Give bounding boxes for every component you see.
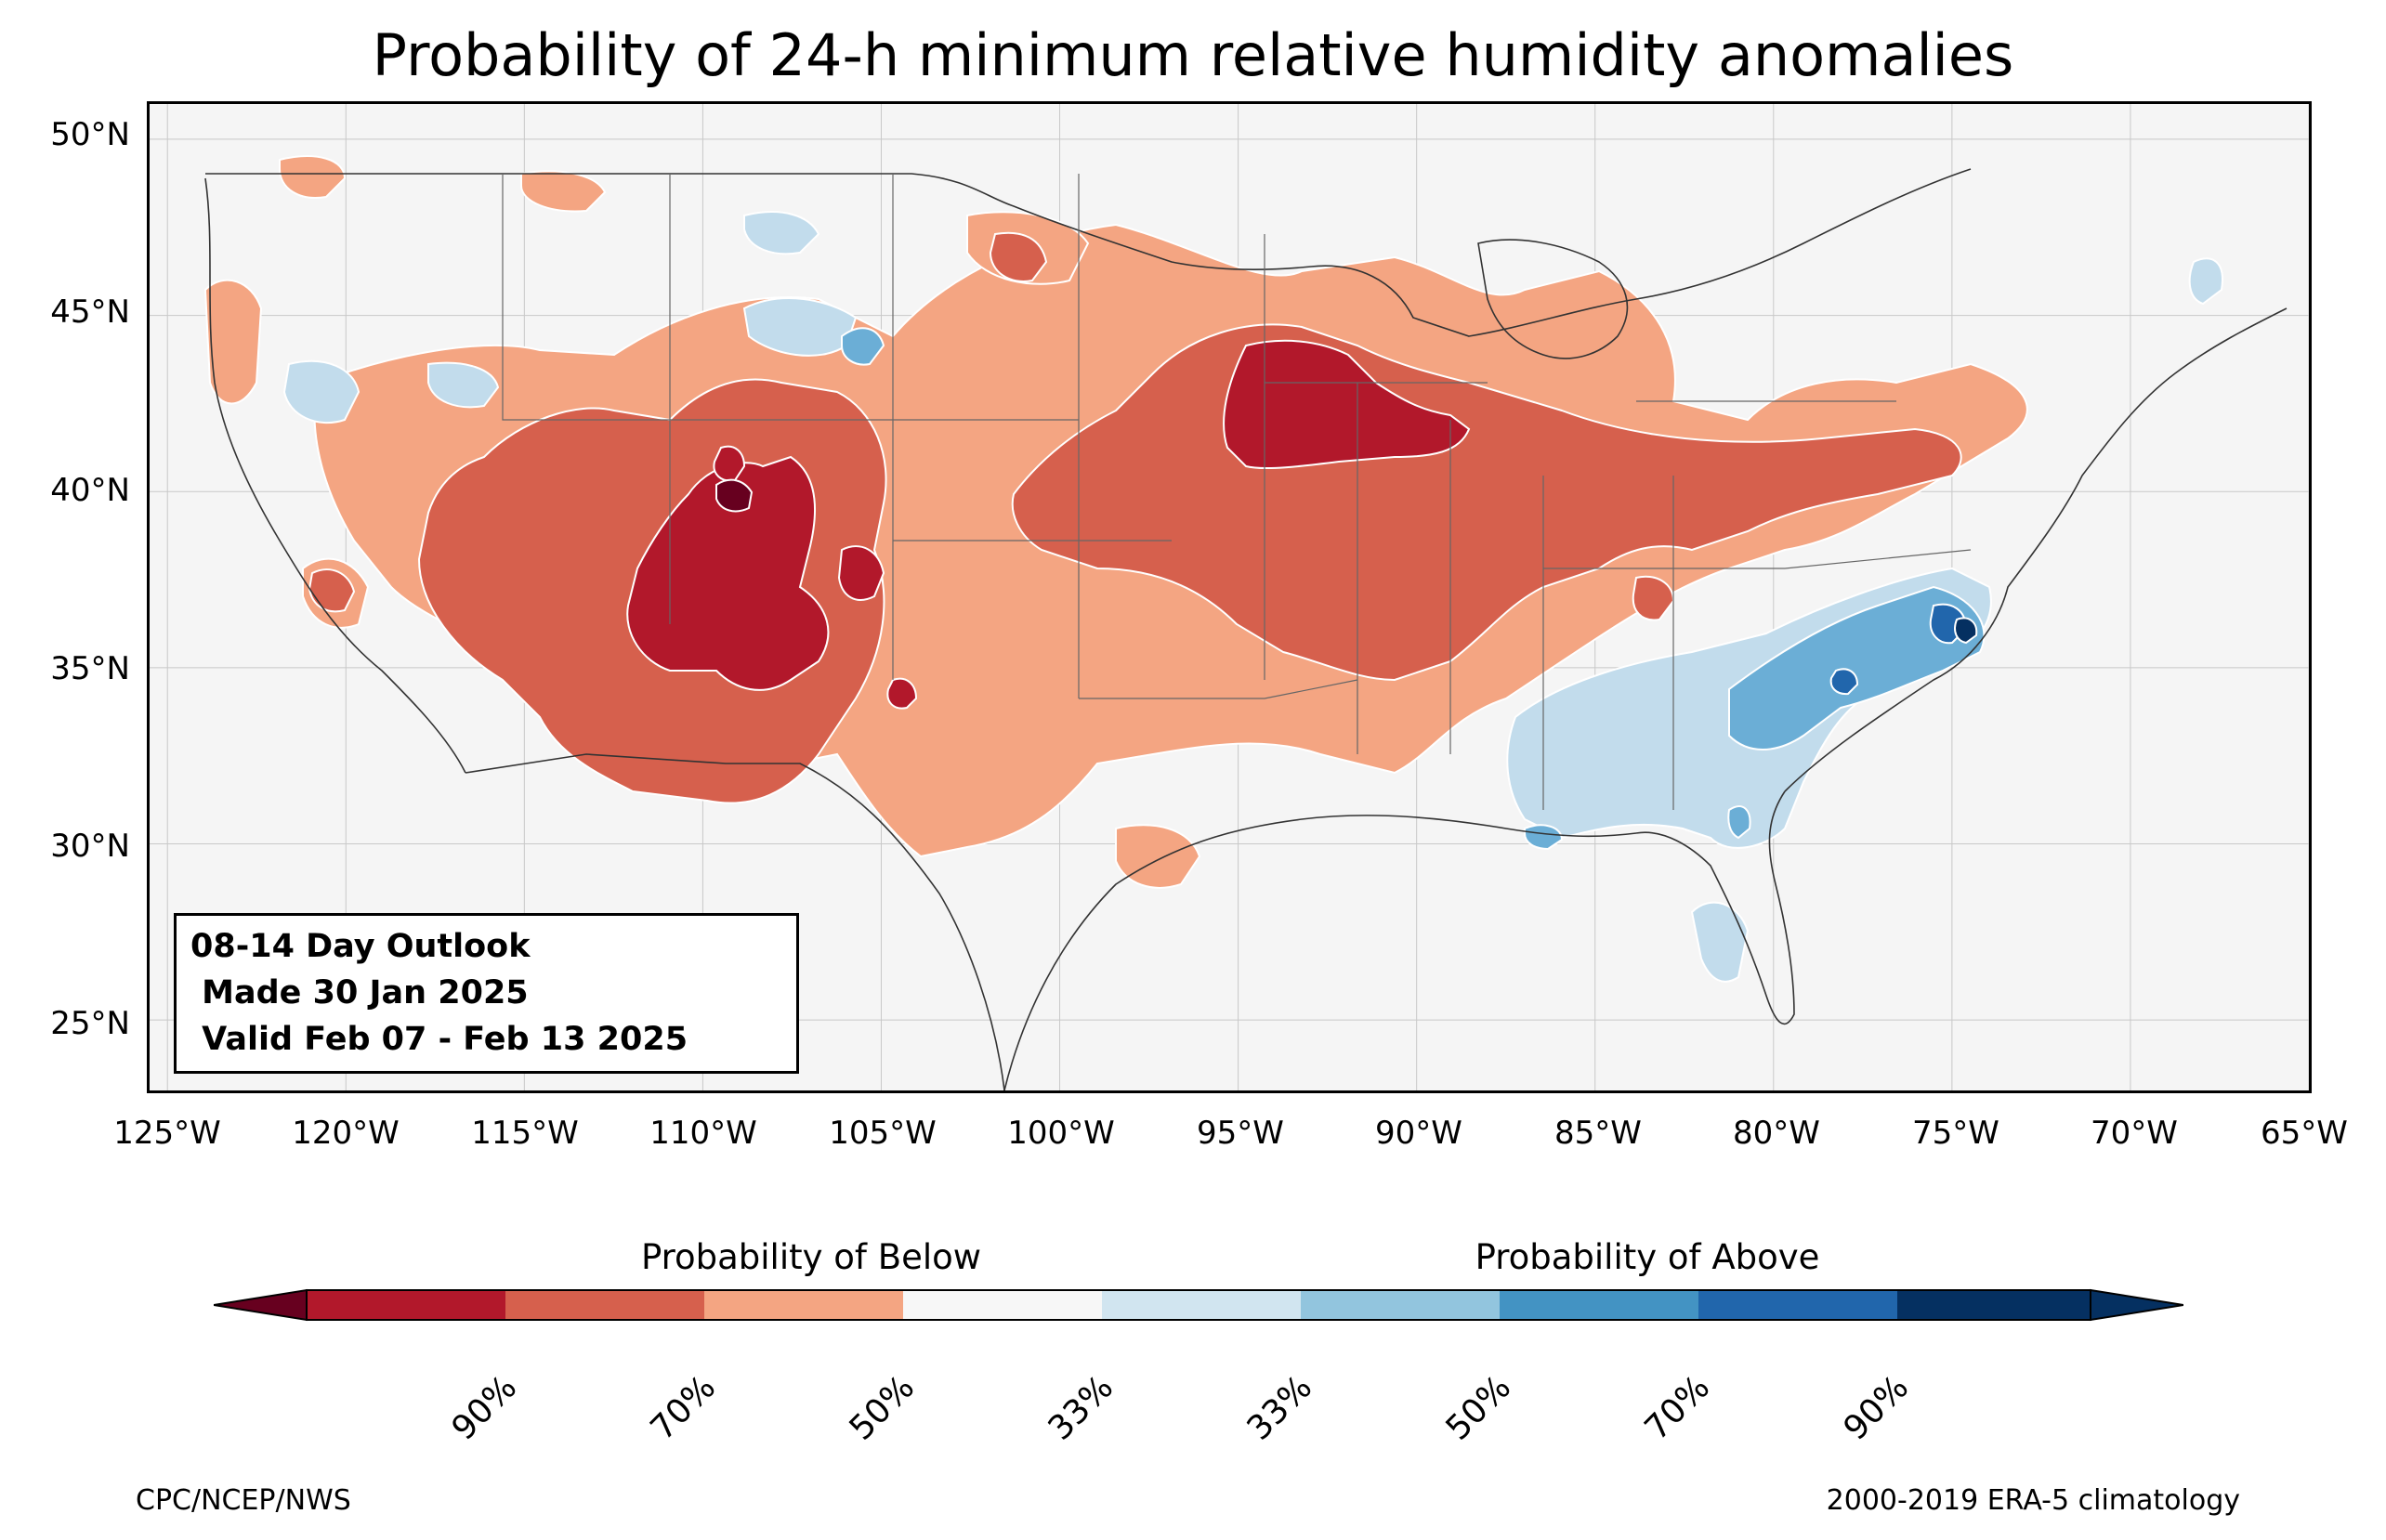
lon-label-100: 100°W <box>1007 1115 1115 1152</box>
lon-label-125: 125°W <box>113 1115 221 1152</box>
lon-label-75: 75°W <box>1912 1115 1999 1152</box>
east-coast-line <box>1784 307 2288 792</box>
below-70-four-corners <box>626 455 830 691</box>
above-90-regions <box>1954 617 1978 645</box>
lat-label-45: 45°N <box>50 294 130 331</box>
below-33-texas-coast <box>1115 824 1201 889</box>
map-canvas <box>150 104 2309 1090</box>
above-33-florida <box>1690 901 1750 983</box>
above-50-carolinas <box>1728 585 1986 750</box>
below-33-north-top <box>520 170 607 213</box>
colorbar-bin-below-90 <box>307 1290 505 1320</box>
lon-label-95: 95°W <box>1197 1115 1284 1152</box>
below-33-nw-patch <box>203 279 263 405</box>
above-90-nc-coast <box>1954 617 1978 645</box>
lat-label-35: 35°N <box>50 650 130 687</box>
below-70-nm-patch <box>886 677 918 710</box>
footer-source: CPC/NCEP/NWS <box>136 1484 351 1517</box>
lon-label-65: 65°W <box>2261 1115 2348 1152</box>
florida-line <box>1635 790 1795 1025</box>
colorbar-bin-below-50 <box>704 1290 903 1320</box>
colorbar-above-heading: Probability of Above <box>1475 1237 1820 1277</box>
lon-label-120: 120°W <box>292 1115 400 1152</box>
lon-label-90: 90°W <box>1375 1115 1462 1152</box>
canada-border <box>205 168 1972 337</box>
above-33-mt-patch <box>743 211 820 255</box>
colorbar-svg <box>213 1288 2184 1322</box>
outlook-period: 08-14 Day Outlook <box>190 928 531 965</box>
lat-label-40: 40°N <box>50 472 130 509</box>
colorbar-bin-below-33 <box>903 1290 1102 1320</box>
above-33-id-patch <box>427 361 500 409</box>
lon-label-115: 115°W <box>471 1115 579 1152</box>
colorbar-bin-above-33 <box>1102 1290 1301 1320</box>
coastlines-and-borders <box>204 168 2288 1090</box>
below-70-co-patch <box>837 545 885 601</box>
colorbar-tick-below-50: 50% <box>842 1368 923 1448</box>
outlook-info-box: 08-14 Day Outlook Made 30 Jan 2025 Valid… <box>174 913 799 1074</box>
above-50-ga-coast <box>1727 805 1751 840</box>
below-33-nw-top <box>279 155 347 199</box>
colorbar-tick-below-70: 70% <box>643 1368 724 1448</box>
below-90-utah-core <box>715 478 754 513</box>
below-50-mn-patch <box>989 231 1048 282</box>
valid-range: Valid Feb 07 - Feb 13 2025 <box>190 1021 688 1058</box>
great-lakes-outline <box>1477 239 1629 359</box>
below-70-regions <box>626 339 1471 710</box>
gulf-coast <box>1003 815 1637 1090</box>
colorbar-bin-above-90 <box>1698 1290 1897 1320</box>
colorbar-bin-extreme <box>1897 1290 2091 1320</box>
below-90-regions <box>715 478 754 513</box>
below-50-sw-ca <box>308 568 356 613</box>
lon-label-70: 70°W <box>2091 1115 2178 1152</box>
lon-label-105: 105°W <box>829 1115 937 1152</box>
west-coast-line <box>204 177 466 774</box>
made-date: Made 30 Jan 2025 <box>190 974 529 1011</box>
colorbar-tick-above-70: 70% <box>1637 1368 1718 1448</box>
state-borders <box>502 174 1972 810</box>
lon-label-110: 110°W <box>649 1115 757 1152</box>
colorbar-right-extend <box>2090 1288 2184 1322</box>
above-50-gulf-patch <box>1524 824 1564 851</box>
lon-label-80: 80°W <box>1733 1115 1820 1152</box>
colorbar-tick-below-90: 90% <box>444 1368 525 1448</box>
colorbar-left-extend <box>213 1288 308 1322</box>
above-70-sc-patch <box>1829 668 1859 696</box>
below-50-ms-patch <box>1632 575 1675 621</box>
us-mexico-border <box>465 753 1005 1090</box>
colorbar-bin-above-70 <box>1500 1290 1698 1320</box>
chart-title: Probability of 24-h minimum relative hum… <box>372 21 2014 89</box>
lat-label-30: 30°N <box>50 828 130 865</box>
below-70-iowa-nebraska <box>1223 339 1471 470</box>
footer-climatology: 2000-2019 ERA-5 climatology <box>1826 1484 2240 1517</box>
lat-label-25: 25°N <box>50 1005 130 1042</box>
lon-label-85: 85°W <box>1554 1115 1642 1152</box>
colorbar-bin-below-70 <box>505 1290 704 1320</box>
above-33-nw-patch <box>282 359 361 424</box>
colorbar-tick-above-33: 33% <box>1239 1368 1320 1448</box>
colorbar-tick-above-90: 90% <box>1836 1368 1917 1448</box>
lat-label-50: 50°N <box>50 116 130 153</box>
colorbar-tick-below-33: 33% <box>1041 1368 1121 1448</box>
colorbar-below-heading: Probability of Below <box>640 1237 982 1277</box>
colorbar-outline <box>306 1289 2091 1321</box>
colorbar-tick-above-50: 50% <box>1438 1368 1519 1448</box>
above-50-regions <box>841 327 1986 851</box>
colorbar <box>213 1277 2184 1333</box>
above-50-sd-core <box>841 327 885 366</box>
above-33-ne-patch <box>2188 257 2223 306</box>
colorbar-bin-above-50 <box>1301 1290 1500 1320</box>
